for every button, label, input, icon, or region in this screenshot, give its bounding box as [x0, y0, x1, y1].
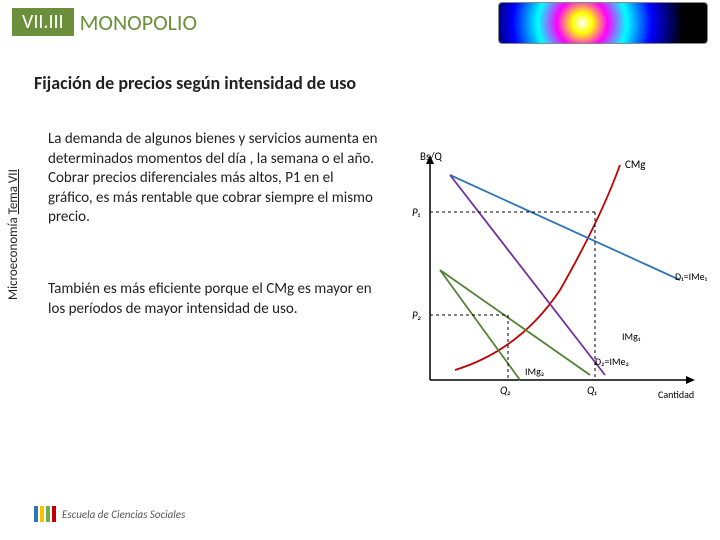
footer-logo-bars	[34, 506, 56, 522]
cmg-label: CMg	[625, 158, 645, 171]
sidebar-prefix: Microeconomía	[6, 214, 21, 300]
header: VII.III MONOPOLIO	[12, 8, 708, 36]
logo-bar-4	[52, 506, 56, 522]
y-axis-label: Bs/Q	[420, 150, 442, 163]
img2-label: IMg₂	[525, 365, 544, 378]
x-axis-label: Cantidad	[658, 388, 694, 401]
paragraph-1: La demanda de algunos bienes y servicios…	[48, 130, 378, 228]
footer-text: Escuela de Ciencias Sociales	[62, 508, 185, 521]
d2-line	[440, 270, 590, 375]
logo-bar-3	[46, 506, 50, 522]
footer: Escuela de Ciencias Sociales	[34, 506, 185, 522]
logo-bar-2	[40, 506, 44, 522]
d1-line	[450, 175, 680, 280]
section-badge: VII.III	[12, 8, 74, 36]
header-decorative-image	[498, 2, 708, 44]
img1-label: IMg₁	[622, 330, 640, 343]
vertical-sidebar-label: Microeconomía Tema VII	[6, 169, 21, 300]
d2-label: D₂=IMe₂	[595, 355, 629, 368]
sidebar-tema: Tema VII	[6, 169, 21, 214]
logo-bar-1	[34, 506, 38, 522]
page-subtitle: Fijación de precios según intensidad de …	[34, 72, 356, 94]
p1-label: P₁	[412, 206, 421, 219]
d1-label: D₁=IMe₁	[675, 270, 707, 283]
section-title: MONOPOLIO	[80, 9, 197, 36]
chart-svg: P₁ P₂ Q₂ Q₁	[400, 150, 700, 410]
p2-label: P₂	[412, 309, 421, 322]
economics-chart: P₁ P₂ Q₂ Q₁ Bs/Q CMg D₁=IMe₁ IMg₁ D₂=IMe…	[400, 150, 700, 410]
paragraph-2: También es más eficiente porque el CMg e…	[48, 280, 378, 319]
q1-label: Q₁	[587, 384, 597, 397]
q2-label: Q₂	[500, 384, 511, 397]
img1-line	[450, 175, 605, 375]
x-axis-arrow	[686, 376, 695, 384]
